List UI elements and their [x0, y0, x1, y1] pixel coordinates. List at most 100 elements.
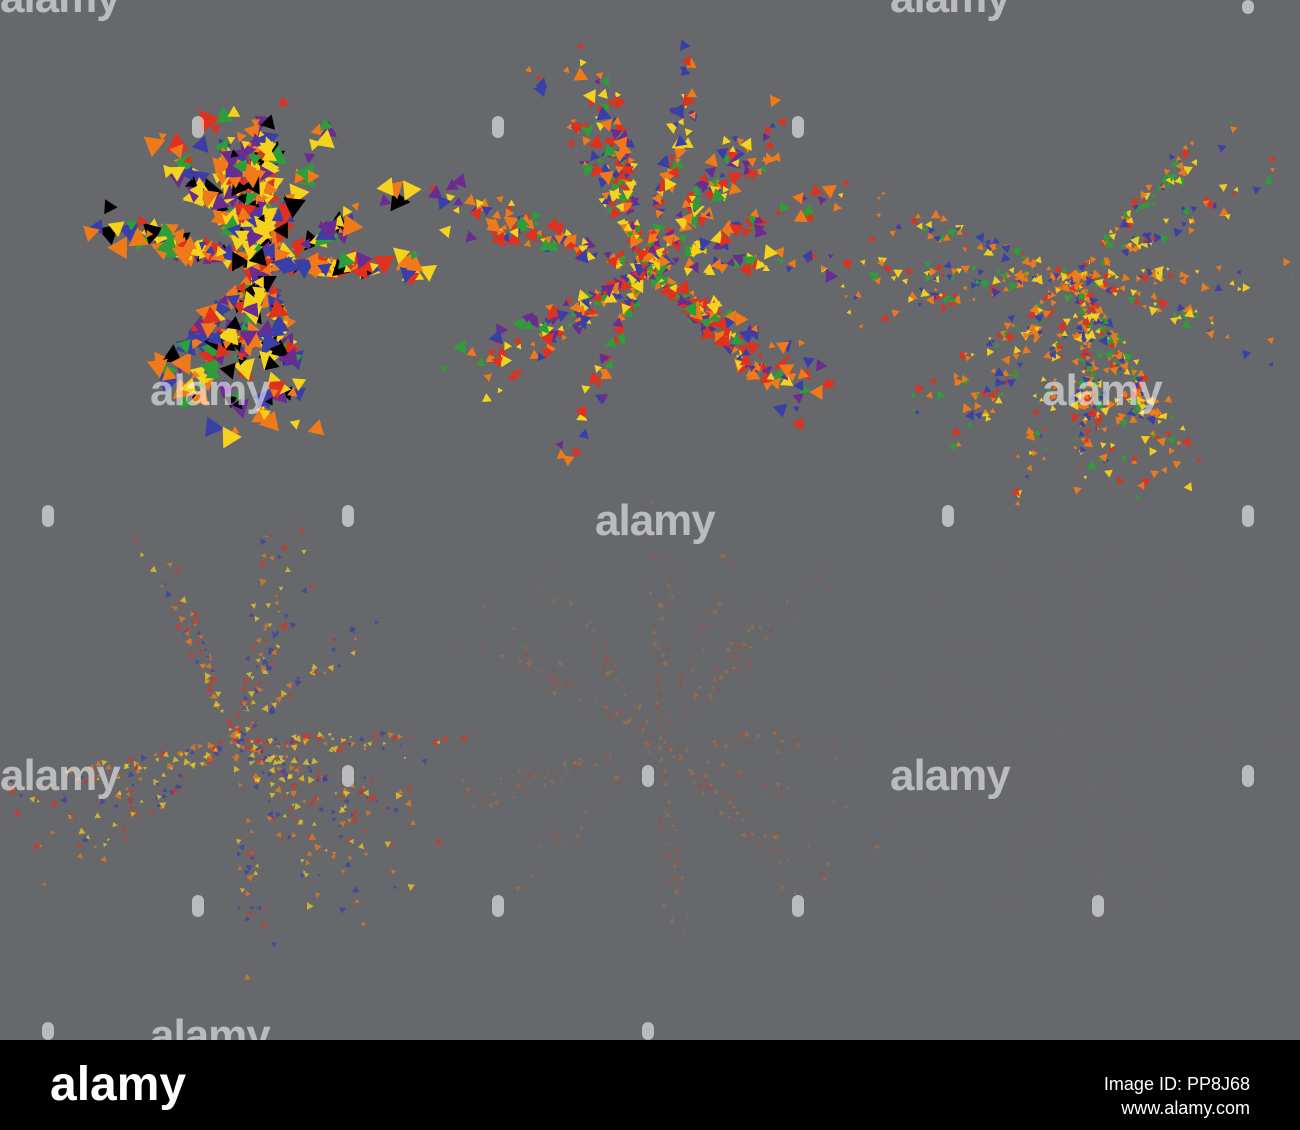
- confetti-piece: [1022, 345, 1032, 354]
- confetti-piece: [1050, 791, 1054, 794]
- confetti-piece: [254, 615, 260, 622]
- confetti-piece: [241, 299, 259, 318]
- confetti-piece: [1080, 755, 1084, 760]
- confetti-piece: [603, 143, 618, 158]
- confetti-piece: [801, 820, 805, 823]
- confetti-piece: [133, 812, 138, 818]
- confetti-piece: [379, 730, 387, 738]
- confetti-piece: [392, 735, 399, 742]
- confetti-piece: [192, 617, 199, 624]
- watermark: alamy: [0, 751, 121, 800]
- confetti-piece: [272, 759, 279, 766]
- confetti-piece: [1117, 412, 1127, 421]
- confetti-piece: [571, 448, 582, 459]
- confetti-piece: [302, 735, 309, 742]
- confetti-piece: [983, 385, 992, 393]
- confetti-piece: [724, 669, 730, 675]
- confetti-piece: [992, 237, 1000, 245]
- confetti-piece: [210, 668, 216, 673]
- confetti-piece: [677, 674, 682, 679]
- confetti-piece: [1104, 780, 1107, 783]
- confetti-piece: [1096, 349, 1101, 354]
- confetti-piece: [1024, 619, 1027, 623]
- confetti-piece: [876, 259, 884, 267]
- confetti-piece: [1056, 750, 1060, 754]
- confetti-piece: [276, 767, 282, 772]
- confetti-piece: [1048, 752, 1051, 755]
- confetti-piece: [481, 605, 485, 610]
- confetti-piece: [583, 89, 596, 104]
- confetti-piece: [713, 316, 727, 331]
- confetti-piece: [1135, 291, 1141, 297]
- confetti-piece: [1082, 541, 1085, 544]
- confetti-piece: [253, 243, 263, 251]
- confetti-piece: [1042, 427, 1047, 432]
- confetti-piece: [995, 377, 1005, 388]
- confetti-piece: [635, 710, 638, 713]
- confetti-piece: [660, 653, 666, 658]
- confetti-piece: [1270, 167, 1275, 173]
- confetti-piece: [764, 244, 779, 260]
- confetti-piece: [168, 166, 186, 182]
- confetti-piece: [891, 722, 895, 726]
- confetti-piece: [1023, 829, 1027, 832]
- confetti-piece: [665, 645, 672, 652]
- confetti-piece: [1080, 580, 1085, 585]
- confetti-piece: [544, 236, 552, 244]
- confetti-piece: [410, 819, 416, 825]
- confetti-piece: [1055, 749, 1058, 752]
- confetti-piece: [1098, 325, 1106, 334]
- confetti-piece: [1171, 311, 1177, 318]
- confetti-piece: [773, 732, 778, 737]
- confetti-piece: [185, 625, 191, 632]
- confetti-piece: [1053, 377, 1058, 382]
- confetti-piece: [704, 772, 710, 779]
- confetti-piece: [301, 549, 307, 555]
- watermark: alamy: [595, 496, 716, 545]
- confetti-piece: [653, 640, 657, 644]
- confetti-piece: [747, 806, 751, 809]
- confetti-piece: [246, 671, 252, 678]
- confetti-piece: [269, 792, 276, 799]
- confetti-piece: [718, 673, 724, 680]
- confetti-piece: [753, 223, 765, 235]
- confetti-piece: [591, 252, 598, 259]
- confetti-piece: [729, 561, 735, 568]
- confetti-piece: [503, 783, 507, 787]
- confetti-piece: [438, 225, 451, 239]
- confetti-piece: [253, 276, 264, 289]
- confetti-piece: [485, 217, 495, 227]
- confetti-piece: [659, 254, 671, 268]
- confetti-piece: [215, 691, 222, 698]
- confetti-piece: [648, 257, 655, 264]
- confetti-piece: [1076, 600, 1080, 604]
- confetti-piece: [979, 389, 987, 397]
- confetti-piece: [1150, 470, 1160, 479]
- confetti-piece: [744, 620, 749, 625]
- confetti-piece: [188, 329, 200, 343]
- confetti-piece: [1108, 332, 1118, 342]
- confetti-piece: [1078, 299, 1085, 305]
- confetti-piece: [584, 622, 590, 628]
- confetti-piece: [1111, 734, 1116, 739]
- confetti-piece: [1252, 186, 1261, 195]
- confetti-piece: [576, 304, 585, 313]
- confetti-piece: [1119, 361, 1129, 372]
- confetti-piece: [338, 835, 344, 840]
- confetti-piece: [1013, 345, 1022, 354]
- confetti-piece: [343, 798, 349, 805]
- confetti-piece: [1088, 815, 1092, 820]
- confetti-piece: [330, 808, 337, 815]
- confetti-piece: [1083, 654, 1088, 658]
- confetti-piece: [209, 692, 217, 699]
- confetti-piece: [1053, 735, 1058, 739]
- confetti-piece: [564, 229, 572, 237]
- confetti-piece: [662, 611, 665, 614]
- watermark: alamy: [1042, 366, 1163, 415]
- confetti-piece: [767, 617, 771, 622]
- confetti-piece: [1088, 560, 1092, 564]
- confetti-piece: [654, 674, 660, 680]
- confetti-piece: [748, 813, 752, 817]
- confetti-piece: [535, 75, 542, 81]
- confetti-piece: [1129, 734, 1134, 740]
